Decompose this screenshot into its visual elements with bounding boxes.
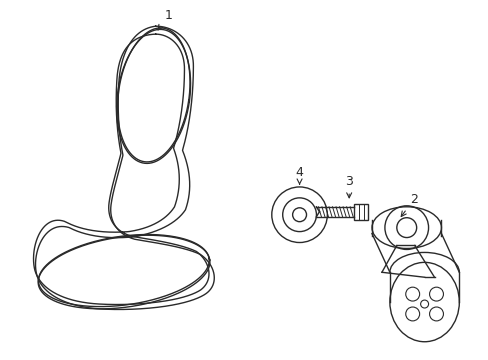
Text: 3: 3 [345,175,352,198]
Bar [353,204,367,220]
Text: 1: 1 [158,9,172,30]
Text: 2: 2 [400,193,417,216]
Text: 4: 4 [295,166,303,184]
